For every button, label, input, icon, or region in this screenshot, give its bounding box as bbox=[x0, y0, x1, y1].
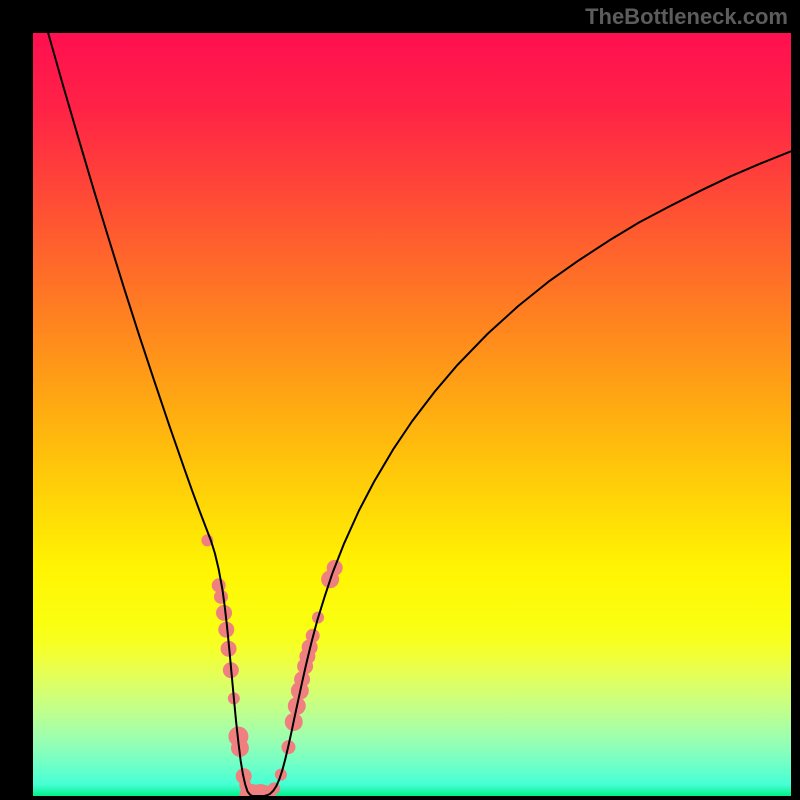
watermark-text: TheBottleneck.com bbox=[585, 4, 788, 30]
curve-layer bbox=[33, 33, 791, 796]
curve-main_curve bbox=[33, 33, 791, 796]
chart-canvas: TheBottleneck.com bbox=[0, 0, 800, 800]
scatter-points bbox=[201, 534, 342, 796]
plot-area bbox=[33, 33, 791, 796]
scatter-point bbox=[214, 590, 228, 604]
